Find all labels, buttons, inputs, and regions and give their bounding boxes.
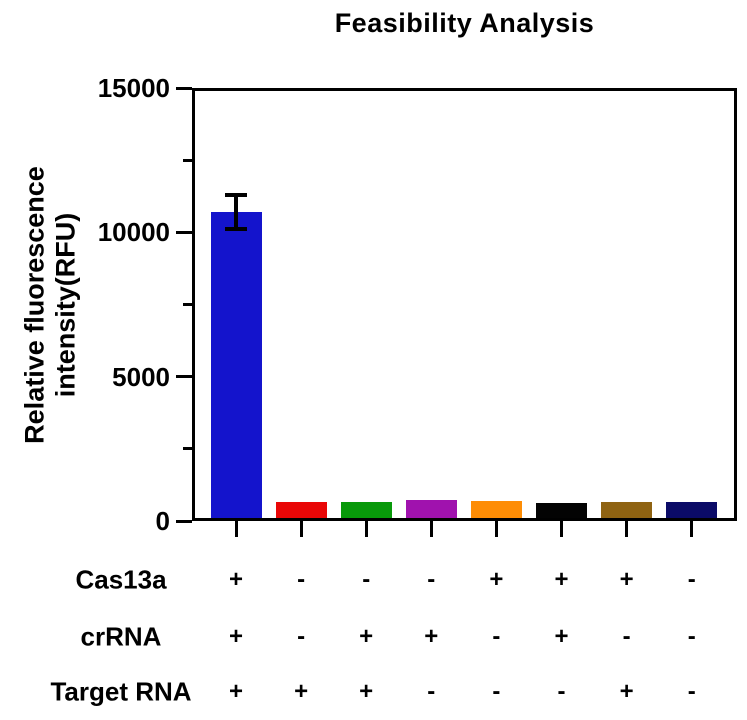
- condition-sign: -: [492, 678, 501, 705]
- y-minor-tick-mark: [183, 158, 192, 162]
- x-tick-mark: [429, 521, 433, 537]
- condition-sign: -: [297, 623, 306, 650]
- error-bar-line: [234, 195, 238, 229]
- condition-sign: -: [557, 678, 566, 705]
- condition-sign: +: [424, 623, 439, 650]
- condition-sign: +: [228, 623, 244, 650]
- condition-sign: +: [228, 678, 244, 705]
- condition-row-label: crRNA: [80, 621, 162, 652]
- bar: [405, 500, 457, 518]
- condition-sign: +: [554, 566, 569, 593]
- error-bar-cap-top: [225, 193, 247, 198]
- condition-sign: -: [687, 678, 696, 705]
- x-tick-mark: [299, 521, 303, 537]
- x-tick-mark: [364, 521, 368, 537]
- condition-sign: -: [427, 566, 436, 593]
- y-tick-label: 0: [155, 506, 170, 536]
- condition-sign: -: [687, 566, 696, 593]
- y-tick-label: 10000: [97, 217, 170, 248]
- x-tick-mark: [690, 521, 694, 537]
- bar: [666, 502, 718, 518]
- bar: [470, 501, 522, 518]
- y-tick-mark: [176, 86, 192, 90]
- y-axis-label-line2: intensity(RFU): [50, 212, 81, 398]
- plot-area: [192, 88, 737, 521]
- condition-sign: -: [297, 566, 306, 593]
- condition-sign: +: [359, 623, 374, 650]
- condition-sign: +: [228, 566, 244, 593]
- bar: [275, 502, 327, 518]
- x-tick-mark: [234, 521, 238, 537]
- y-minor-tick-mark: [183, 303, 192, 306]
- chart-title: Feasibility Analysis: [334, 8, 595, 38]
- condition-sign: -: [687, 623, 696, 650]
- condition-sign: +: [554, 623, 569, 650]
- condition-sign: +: [619, 678, 634, 705]
- condition-sign: +: [619, 566, 634, 593]
- x-tick-mark: [560, 521, 563, 537]
- y-minor-tick-mark: [183, 447, 192, 451]
- y-tick-mark: [176, 375, 192, 379]
- x-tick-mark: [494, 521, 498, 537]
- bar: [340, 502, 392, 518]
- condition-sign: -: [427, 678, 436, 705]
- error-bar-cap-bottom: [225, 226, 247, 231]
- y-tick-label: 5000: [112, 361, 170, 392]
- condition-sign: +: [359, 678, 374, 705]
- y-tick-label: 15000: [97, 73, 170, 103]
- condition-row-label: Cas13a: [75, 564, 167, 595]
- condition-sign: +: [489, 566, 504, 593]
- y-axis-label-line1: Relative fluorescence: [19, 166, 50, 444]
- y-axis-label: Relative fluorescence intensity(RFU): [19, 89, 83, 522]
- bar: [536, 502, 587, 518]
- bar: [601, 501, 653, 518]
- condition-sign: +: [294, 678, 309, 705]
- x-tick-mark: [625, 521, 629, 537]
- bar: [210, 212, 262, 518]
- condition-sign: -: [622, 623, 631, 650]
- y-tick-mark: [176, 519, 192, 523]
- condition-row-label: Target RNA: [50, 676, 192, 707]
- y-tick-mark: [176, 230, 192, 234]
- condition-sign: -: [362, 566, 371, 593]
- condition-sign: -: [492, 623, 501, 650]
